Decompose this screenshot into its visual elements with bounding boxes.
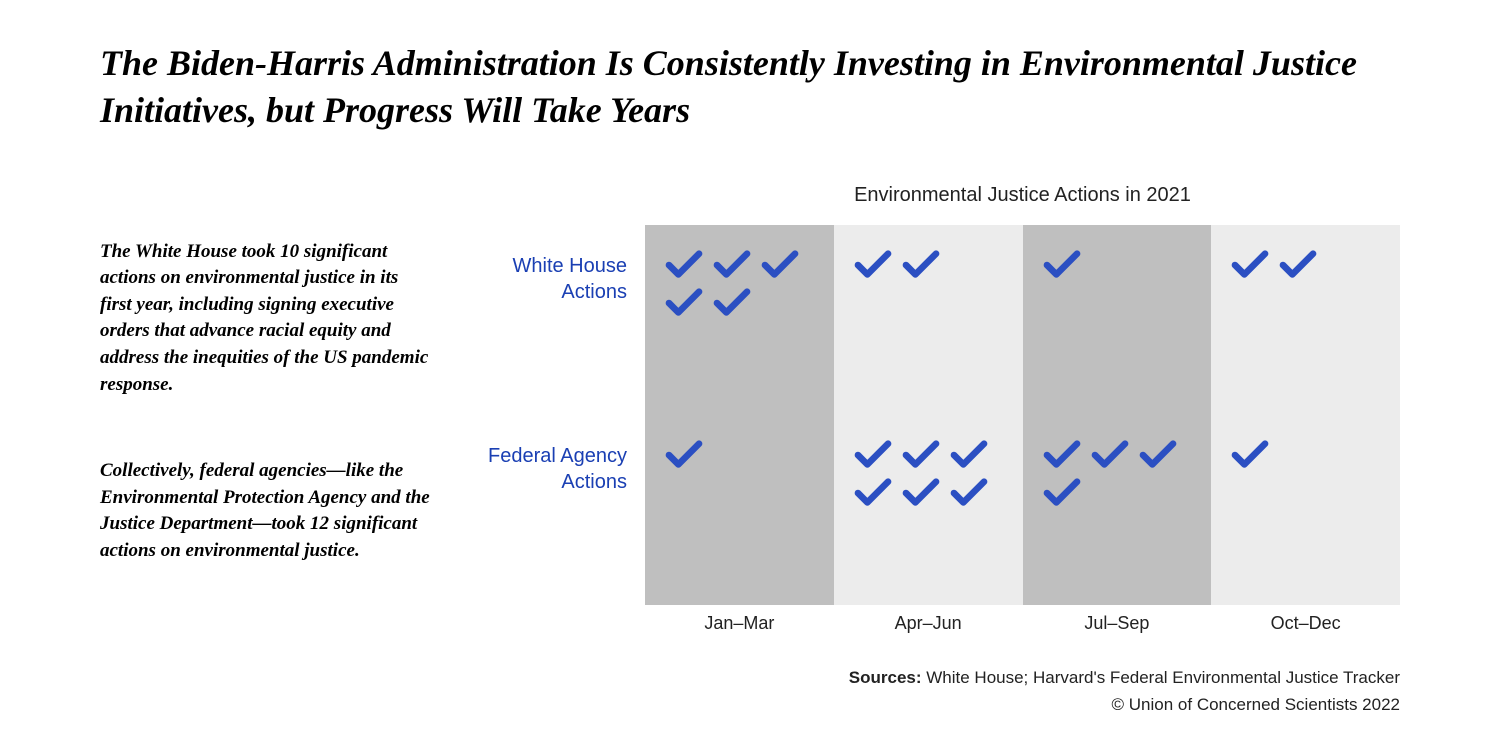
check-icon	[1279, 249, 1317, 281]
check-icon	[1231, 249, 1269, 281]
row-label-1: Federal AgencyActions	[480, 415, 645, 605]
chart-body: White HouseActionsFederal AgencyActions	[480, 225, 1400, 605]
grid-cell-1-0	[645, 415, 834, 605]
grid-cell-1-3	[1211, 415, 1400, 605]
check-icon	[950, 477, 988, 509]
check-icon	[854, 249, 892, 281]
grid-cell-1-2	[1023, 415, 1212, 605]
check-icon	[1091, 439, 1129, 471]
grid-cell-0-1	[834, 225, 1023, 415]
chart-grid	[645, 225, 1400, 605]
check-icon	[665, 287, 703, 319]
grid-row-1	[645, 415, 1400, 605]
sources-line: Sources: White House; Harvard's Federal …	[849, 664, 1400, 691]
check-icon	[713, 249, 751, 281]
chart-title: Environmental Justice Actions in 2021	[645, 184, 1400, 207]
row-labels: White HouseActionsFederal AgencyActions	[480, 225, 645, 605]
paragraph-white-house: The White House took 10 significant acti…	[100, 239, 430, 399]
row-label-0: White HouseActions	[480, 225, 645, 415]
grid-cell-1-1	[834, 415, 1023, 605]
x-label-2: Jul–Sep	[1023, 613, 1212, 634]
check-icon	[902, 477, 940, 509]
content-area: The White House took 10 significant acti…	[100, 184, 1400, 634]
sources-label: Sources:	[849, 668, 922, 687]
grid-row-0	[645, 225, 1400, 415]
check-icon	[1043, 439, 1081, 471]
x-label-0: Jan–Mar	[645, 613, 834, 634]
paragraph-federal-agency: Collectively, federal agencies—like the …	[100, 458, 430, 564]
check-icon	[713, 287, 751, 319]
page-title: The Biden-Harris Administration Is Consi…	[100, 40, 1400, 134]
grid-cell-0-2	[1023, 225, 1212, 415]
check-icon	[1043, 249, 1081, 281]
x-axis: Jan–MarApr–JunJul–SepOct–Dec	[645, 613, 1400, 634]
check-icon	[1043, 477, 1081, 509]
check-icon	[761, 249, 799, 281]
copyright-line: © Union of Concerned Scientists 2022	[849, 691, 1400, 718]
sources-text: White House; Harvard's Federal Environme…	[922, 668, 1400, 687]
check-icon	[854, 477, 892, 509]
x-label-1: Apr–Jun	[834, 613, 1023, 634]
check-icon	[950, 439, 988, 471]
check-icon	[1231, 439, 1269, 471]
grid-cell-0-3	[1211, 225, 1400, 415]
check-icon	[665, 249, 703, 281]
x-label-3: Oct–Dec	[1211, 613, 1400, 634]
check-icon	[665, 439, 703, 471]
check-icon	[1139, 439, 1177, 471]
check-icon	[854, 439, 892, 471]
check-icon	[902, 249, 940, 281]
footer: Sources: White House; Harvard's Federal …	[849, 664, 1400, 718]
grid-cell-0-0	[645, 225, 834, 415]
check-icon	[902, 439, 940, 471]
left-column: The White House took 10 significant acti…	[100, 184, 430, 634]
chart-area: Environmental Justice Actions in 2021 Wh…	[480, 184, 1400, 634]
